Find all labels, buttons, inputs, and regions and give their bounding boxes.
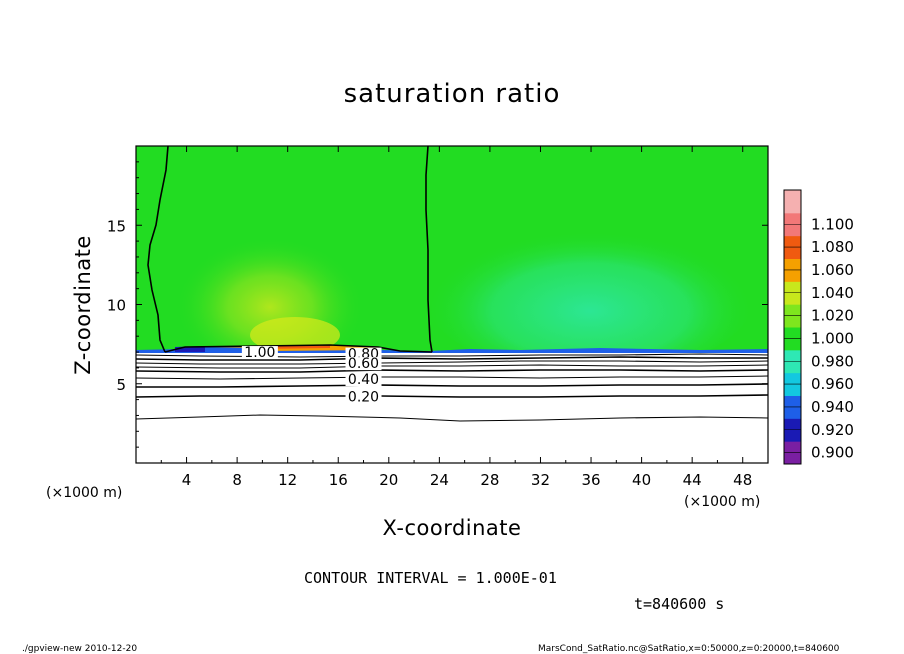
- cool-anomaly: [425, 215, 755, 375]
- contour-label-bg: [345, 390, 382, 404]
- contour-label-bg: [345, 357, 382, 371]
- colorbar-label: 0.920: [811, 421, 854, 439]
- colorbar-label: 1.060: [811, 261, 854, 279]
- contour-label: 0.20: [348, 389, 379, 405]
- colorbar-label: 1.080: [811, 238, 854, 256]
- x-tick-label: 32: [531, 471, 550, 489]
- contour-lines: [136, 146, 768, 422]
- x-tick-label: 4: [182, 471, 192, 489]
- chart-title: saturation ratio: [344, 79, 561, 109]
- x-tick-label: 16: [329, 471, 348, 489]
- warm-core: [250, 317, 340, 353]
- x-tick-label: 28: [480, 471, 499, 489]
- colorbar-label: 1.000: [811, 329, 854, 347]
- contour-label: 0.40: [348, 372, 379, 388]
- x-tick-label: 20: [379, 471, 398, 489]
- dry-edge-band: [136, 347, 768, 354]
- contour-label: 1.00: [244, 345, 275, 361]
- contour-interval-label: CONTOUR INTERVAL = 1.000E-01: [304, 569, 557, 587]
- y-tick-label: 5: [116, 376, 126, 394]
- contour-label-bg: [345, 372, 382, 386]
- colorbar-label: 0.960: [811, 375, 854, 393]
- y-tick-label: 10: [107, 297, 126, 315]
- x-axis-label: X-coordinate: [383, 516, 522, 540]
- x-tick-label: 24: [430, 471, 449, 489]
- x-axis-unit: (×1000 m): [684, 494, 760, 510]
- colorbar-label: 0.980: [811, 352, 854, 370]
- colorbar-frame: [783, 189, 802, 465]
- colorbar-label: 1.040: [811, 284, 854, 302]
- x-tick-label: 40: [632, 471, 651, 489]
- y-axis-label: Z-coordinate: [71, 235, 95, 375]
- footer-left: ./gpview-new 2010-12-20: [22, 644, 137, 654]
- colorbar-label: 1.020: [811, 307, 854, 325]
- x-tick-label: 8: [232, 471, 242, 489]
- x-tick-label: 36: [581, 471, 600, 489]
- colorbar-label: 0.940: [811, 398, 854, 416]
- x-axis-ticks: 4 8 12 16 20 24 28 32 36 40 44 48: [160, 146, 752, 489]
- x-tick-label: 12: [278, 471, 297, 489]
- contour-label: 0.60: [348, 356, 379, 372]
- colorbar: 0.900 0.920 0.940 0.960 0.980 1.000 1.020 1.040…: [783, 189, 854, 465]
- contour-labels: 1.00 0.800.600.400.20: [241, 345, 382, 405]
- x-tick-label: 44: [683, 471, 702, 489]
- contour-label-bg: [241, 346, 278, 360]
- colorbar-swatch: [784, 190, 801, 214]
- subsaturated-field: [136, 353, 768, 463]
- y-tick-label: 15: [107, 217, 126, 235]
- time-label: t=840600 s: [634, 595, 724, 613]
- y-axis-ticks: 5 10 15: [107, 161, 768, 448]
- colorbar-label: 0.900: [811, 444, 854, 462]
- colorbar-label: 1.100: [811, 215, 854, 233]
- y-axis-unit: (×1000 m): [46, 485, 122, 501]
- x-tick-label: 48: [733, 471, 752, 489]
- footer-right: MarsCond_SatRatio.nc@SatRatio,x=0:50000,…: [538, 644, 840, 654]
- plot-area: 1.00 0.800.600.400.20: [136, 146, 768, 463]
